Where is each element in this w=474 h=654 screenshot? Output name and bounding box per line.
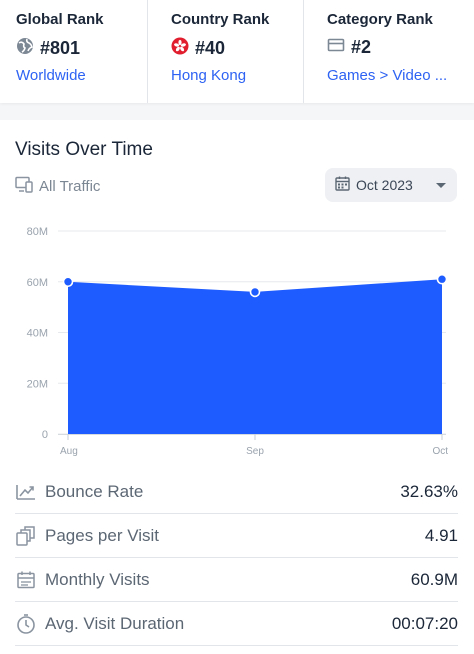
category-rank-card: Category Rank #2 Games > Video ... <box>304 0 474 103</box>
category-icon <box>327 37 345 58</box>
x-tick-label: Sep <box>246 446 264 457</box>
x-tick-label: Oct <box>432 446 448 457</box>
metric-value: 00:07:20 <box>391 613 458 633</box>
y-tick-label: 80M <box>27 226 48 238</box>
y-tick-label: 20M <box>27 378 48 390</box>
date-select-value: Oct 2023 <box>356 177 413 193</box>
metric-row-avg-visit-duration: Avg. Visit Duration 00:07:20 <box>15 602 458 646</box>
globe-icon <box>16 37 34 60</box>
x-tick-label: Aug <box>60 446 78 457</box>
metric-row-monthly-visits: Monthly Visits 60.9M <box>15 558 458 602</box>
pages-icon <box>15 525 37 547</box>
rank-value-row: #2 <box>327 37 371 58</box>
data-point <box>62 276 74 288</box>
visits-panel: Visits Over Time All Traffic Oct 2023 0 2… <box>0 120 474 654</box>
date-select[interactable]: Oct 2023 <box>325 168 457 202</box>
rank-title: Category Rank <box>327 11 433 28</box>
devices-icon <box>15 176 33 197</box>
calendar-icon <box>335 176 350 194</box>
bounce-rate-icon <box>15 481 37 503</box>
hong-kong-flag-icon <box>171 37 189 60</box>
rank-link-hong-kong[interactable]: Hong Kong <box>171 67 247 84</box>
metric-value: 60.9M <box>410 569 458 589</box>
rank-value-row: #801 <box>16 37 80 60</box>
data-point <box>436 273 448 285</box>
rank-cards: Global Rank #801 Worldwide Country Rank … <box>0 0 474 103</box>
visits-chart: 0 20M 40M 60M 80M Aug Sep Oct <box>27 226 449 457</box>
global-rank-card: Global Rank #801 Worldwide <box>0 0 148 103</box>
area-series <box>68 279 442 434</box>
metric-row-pages-per-visit: Pages per Visit 4.91 <box>15 514 458 558</box>
chevron-down-icon <box>435 177 447 193</box>
metric-value: 4.91 <box>424 525 458 545</box>
country-rank-card: Country Rank #40 Hong Kong <box>148 0 304 103</box>
rank-link-category[interactable]: Games > Video ... <box>327 67 448 84</box>
metric-row-bounce-rate: Bounce Rate 32.63% <box>15 470 458 514</box>
rank-title: Global Rank <box>16 11 104 28</box>
rank-number: #801 <box>40 38 81 58</box>
y-tick-label: 60M <box>27 277 48 289</box>
metric-label: Avg. Visit Duration <box>45 613 185 633</box>
rank-number: #40 <box>195 38 226 58</box>
traffic-label: All Traffic <box>39 178 101 195</box>
rank-title: Country Rank <box>171 11 270 28</box>
rank-link-worldwide[interactable]: Worldwide <box>16 67 86 84</box>
y-tick-label: 40M <box>27 328 48 340</box>
data-point <box>249 286 261 298</box>
traffic-filter[interactable]: All Traffic <box>15 176 100 197</box>
metrics-list: Bounce Rate 32.63% Pages per Visit 4.91 … <box>15 470 458 646</box>
metric-label: Bounce Rate <box>45 481 144 501</box>
metric-label: Monthly Visits <box>45 569 150 589</box>
metric-value: 32.63% <box>400 481 458 501</box>
section-title: Visits Over Time <box>15 139 153 160</box>
y-tick-label: 0 <box>42 429 48 441</box>
rank-value-row: #40 <box>171 37 225 60</box>
rank-number: #2 <box>351 37 372 57</box>
calendar-icon <box>15 569 37 591</box>
metric-label: Pages per Visit <box>45 525 160 545</box>
timer-icon <box>15 613 37 635</box>
